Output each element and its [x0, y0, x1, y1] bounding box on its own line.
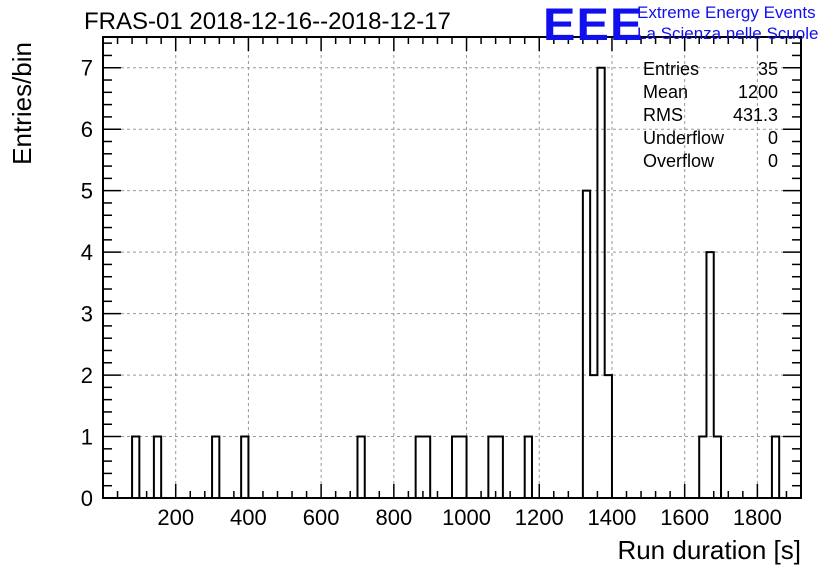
chart-title: FRAS-01 2018-12-16--2018-12-17: [84, 8, 451, 35]
y-tick-label: 3: [81, 302, 93, 327]
stat-overflow-label: Overflow: [643, 151, 715, 171]
histogram-bin: [132, 437, 139, 498]
histogram-bin: [714, 437, 721, 498]
histogram-bin: [357, 437, 364, 498]
histogram-bin: [583, 191, 590, 498]
histogram-bin: [212, 437, 219, 498]
histogram-bin: [416, 437, 423, 498]
stat-entries-value: 35: [757, 59, 778, 79]
histogram-bin: [423, 437, 430, 498]
stat-underflow-value: 0: [767, 128, 778, 148]
x-tick-label: 1800: [733, 505, 782, 530]
y-tick-label: 6: [81, 117, 93, 142]
axis-ticks: [102, 37, 802, 499]
stat-mean-label: Mean: [643, 82, 689, 102]
x-tick-label: 200: [157, 505, 194, 530]
histogram-bin: [699, 437, 706, 498]
histogram-bin: [459, 437, 466, 498]
histogram-bin: [496, 437, 503, 498]
x-axis-label: Run duration [s]: [617, 535, 801, 565]
plot-frame: [102, 36, 802, 499]
histogram-bin: [488, 437, 495, 498]
y-tick-label: 4: [81, 240, 93, 265]
y-tick-label: 2: [81, 363, 93, 388]
x-tick-labels: 200 400 600 800 1000 1200 1400 1600 1800: [157, 505, 782, 530]
eee-logo: EEE: [543, 0, 644, 50]
grid-lines: [103, 37, 801, 498]
x-tick-label: 800: [375, 505, 412, 530]
x-tick-label: 400: [230, 505, 267, 530]
y-tick-label: 7: [81, 56, 93, 81]
logo-line-1: Extreme Energy Events: [637, 3, 816, 22]
stat-rms-label: RMS: [643, 105, 683, 125]
stat-entries-label: Entries: [643, 59, 700, 79]
histogram-bin: [452, 437, 459, 498]
logo-line-2: La Scienza nelle Scuole: [637, 24, 819, 43]
y-tick-labels: 0 1 2 3 4 5 6 7: [81, 56, 93, 511]
histogram-bin: [772, 437, 779, 498]
histogram-bin: [154, 437, 161, 498]
x-tick-label: 1400: [587, 505, 636, 530]
histogram-outline: [103, 66, 801, 499]
y-tick-label: 0: [81, 486, 93, 511]
stat-overflow-value: 0: [767, 151, 778, 171]
histogram-bin: [525, 437, 532, 498]
y-tick-label: 5: [81, 179, 93, 204]
x-tick-label: 600: [303, 505, 340, 530]
x-tick-label: 1000: [442, 505, 491, 530]
histogram-bin: [597, 68, 604, 498]
x-tick-label: 1600: [660, 505, 709, 530]
stat-underflow-label: Underflow: [643, 128, 725, 148]
y-axis-label: Entries/bin: [7, 42, 37, 165]
histogram-bin: [241, 437, 248, 498]
stat-mean-value: 1200: [737, 82, 778, 102]
stat-rms-value: 431.3: [732, 105, 778, 125]
y-tick-label: 1: [81, 425, 93, 450]
x-tick-label: 1200: [515, 505, 564, 530]
